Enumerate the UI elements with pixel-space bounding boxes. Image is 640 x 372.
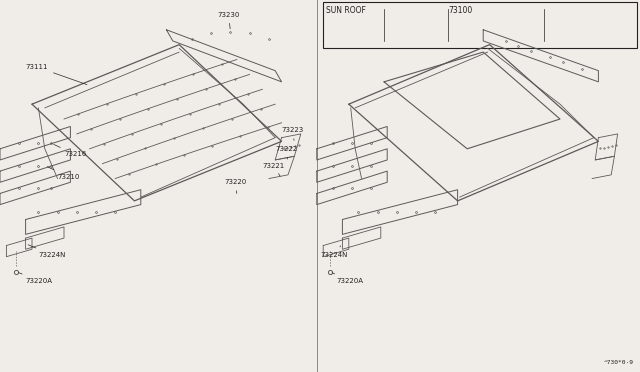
Text: ^730*0·9: ^730*0·9 xyxy=(604,360,634,365)
Text: 73220A: 73220A xyxy=(332,273,363,284)
Text: 73210: 73210 xyxy=(47,167,80,180)
Text: 73224N: 73224N xyxy=(320,246,348,258)
Text: 73220A: 73220A xyxy=(19,273,52,284)
Text: 73223: 73223 xyxy=(282,127,304,141)
Text: 73230: 73230 xyxy=(218,12,240,29)
Text: 73216: 73216 xyxy=(54,144,86,157)
Text: 73221: 73221 xyxy=(262,163,285,176)
Bar xyxy=(323,2,637,48)
Text: 73100: 73100 xyxy=(448,6,472,15)
Text: SUN ROOF: SUN ROOF xyxy=(326,6,366,15)
Text: 73222: 73222 xyxy=(275,146,298,159)
Text: 73220: 73220 xyxy=(224,179,246,193)
Text: 73111: 73111 xyxy=(26,64,87,85)
Text: 73224N: 73224N xyxy=(28,245,66,258)
